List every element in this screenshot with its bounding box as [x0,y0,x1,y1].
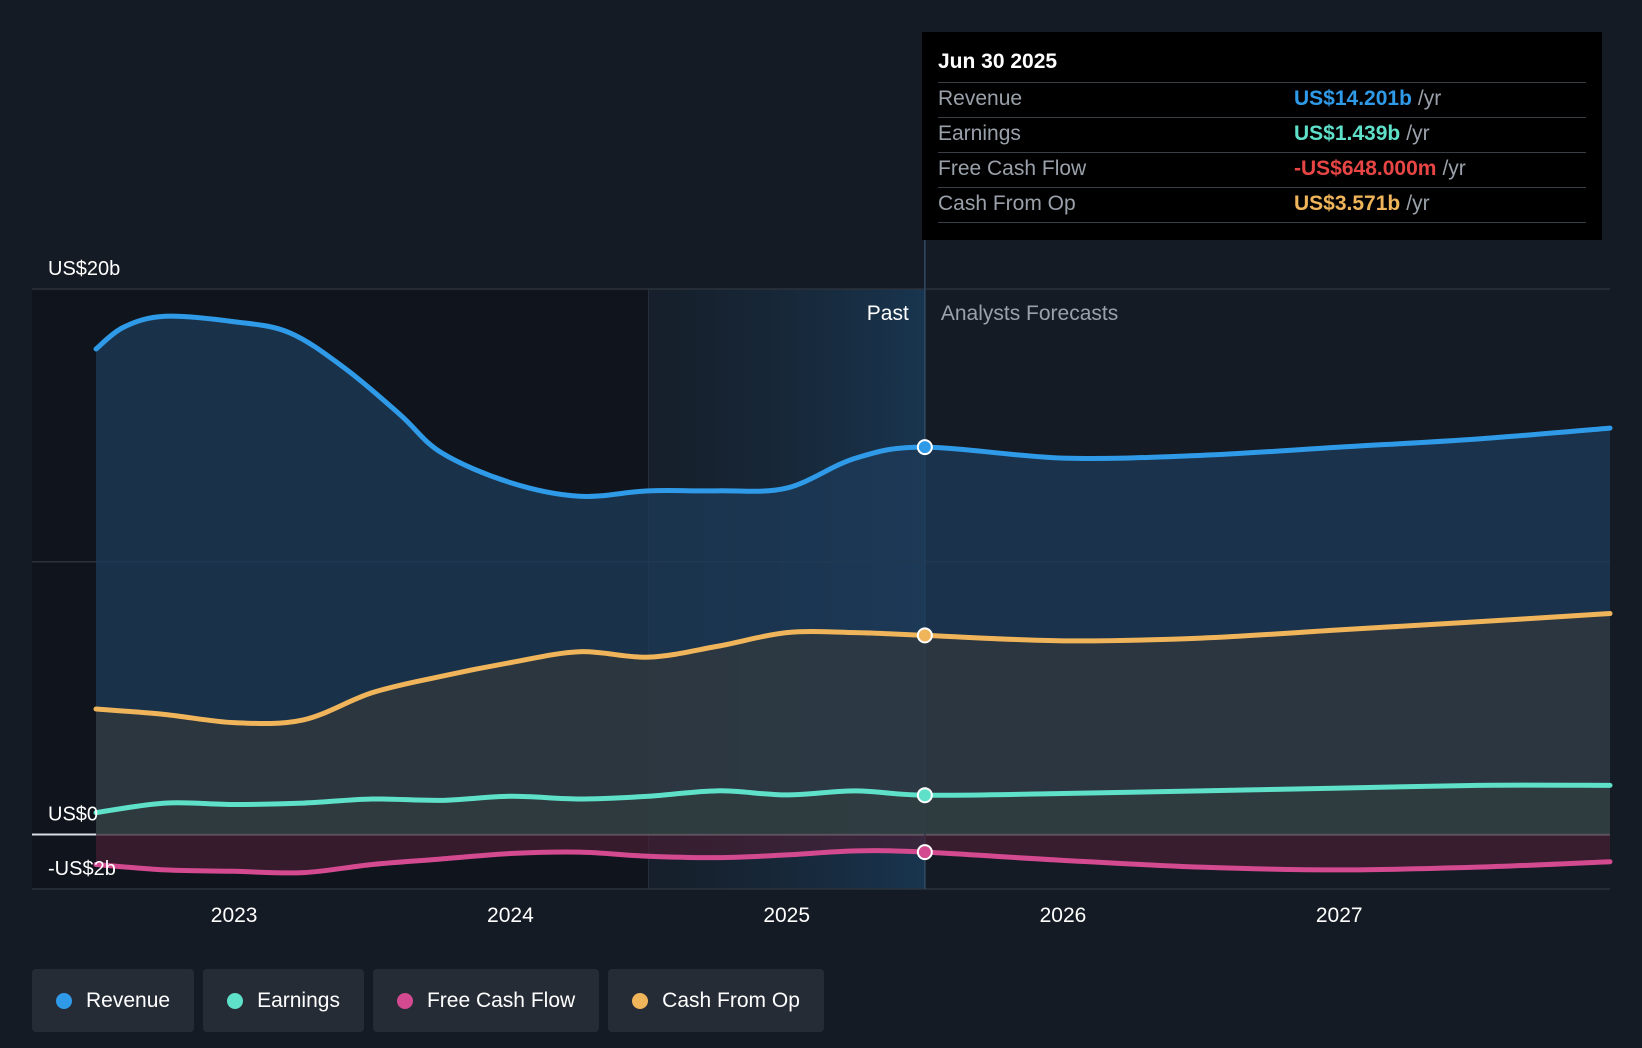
tooltip-row-free-cash-flow: Free Cash Flow -US$648.000m /yr [938,152,1586,187]
tooltip-row-cash-from-op: Cash From Op US$3.571b /yr [938,187,1586,223]
legend: Revenue Earnings Free Cash Flow Cash Fro… [32,969,824,1032]
marker-revenue [916,439,933,456]
past-label: Past [867,302,909,325]
y-tick-label: -US$2b [48,858,116,880]
legend-dot-icon [632,992,649,1009]
tooltip-value: US$1.439b [1294,122,1401,145]
legend-item-free-cash-flow[interactable]: Free Cash Flow [372,969,600,1032]
series-line-cash-from-op [93,611,1613,727]
legend-label: Free Cash Flow [426,988,576,1012]
y-tick-label: US$20b [48,258,120,280]
x-tick-label: 2024 [487,904,534,927]
forecast-label: Analysts Forecasts [941,302,1118,325]
marker-free-cash-flow [916,844,933,861]
series-area-free-cash-flow [96,834,1610,873]
x-tick-label: 2027 [1316,904,1363,927]
tooltip: Jun 30 2025 Revenue US$14.201b /yr Earni… [922,32,1602,240]
x-tick-label: 2025 [763,904,810,927]
x-tick-label: 2026 [1040,904,1087,927]
tooltip-name: Cash From Op [938,192,1076,215]
tooltip-value: -US$648.000m [1294,157,1437,180]
tooltip-row-earnings: Earnings US$1.439b /yr [938,117,1586,152]
tooltip-name: Free Cash Flow [938,157,1087,180]
series-line-revenue [93,313,1613,499]
legend-item-cash-from-op[interactable]: Cash From Op [608,969,824,1032]
legend-dot-icon [56,992,72,1009]
tooltip-row-revenue: Revenue US$14.201b /yr [938,82,1586,117]
tooltip-value: US$3.571b [1294,192,1401,215]
tooltip-value: US$14.201b [1294,87,1412,110]
tooltip-unit: /yr [1417,87,1442,110]
legend-label: Earnings [257,988,340,1012]
tooltip-date: Jun 30 2025 [938,50,1058,73]
legend-item-earnings[interactable]: Earnings [203,969,364,1032]
legend-dot-icon [396,992,413,1009]
tooltip-unit: /yr [1406,122,1430,145]
legend-dot-icon [227,992,244,1009]
tooltip-name: Revenue [938,87,1023,110]
tooltip-name: Earnings [938,122,1021,145]
series-line-free-cash-flow [93,848,1613,876]
y-tick-label: US$0 [48,803,98,825]
marker-cash-from-op [916,627,933,644]
x-tick-label: 2023 [211,904,258,927]
tooltip-unit: /yr [1406,192,1430,215]
series-area-cash-from-op [96,613,1610,835]
legend-label: Cash From Op [662,988,800,1012]
tooltip-unit: /yr [1442,157,1466,180]
legend-item-revenue[interactable]: Revenue [32,969,195,1032]
marker-earnings [916,787,933,804]
series-line-earnings [93,782,1613,816]
legend-label: Revenue [86,988,171,1012]
